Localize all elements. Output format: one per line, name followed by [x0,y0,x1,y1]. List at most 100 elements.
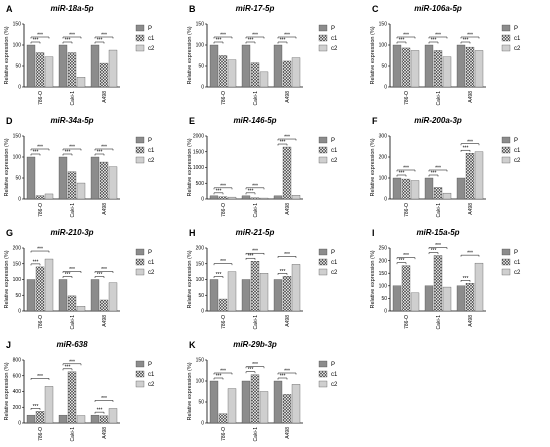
significance-label: *** [65,38,71,44]
significance-bracket [62,363,82,366]
significance-label: *** [467,251,473,257]
bar-p-caki-1 [241,380,251,424]
bar-c2-786-o [410,180,420,200]
significance-label: *** [69,145,75,151]
x-tick-label: A498 [468,91,474,103]
bar-c1-786-o [35,195,45,200]
legend-entry: P [148,362,152,368]
legend-entry: P [514,250,518,256]
x-tick-label: Caki-1 [253,427,259,442]
y-tick-label: 150 [379,271,388,277]
significance-label: *** [403,33,409,39]
bar-c1-caki-1 [67,171,77,200]
significance-label: *** [33,259,39,265]
bar-c1-786-o [35,52,45,88]
bar-c2-caki-1 [442,192,452,200]
legend-entry: P [148,26,152,32]
significance-bracket [460,41,471,44]
panel-title: miR-21-5p [236,228,275,237]
significance-label: *** [435,33,441,39]
bar-p-786-o [26,156,36,200]
significance-label: *** [431,171,437,177]
significance-bracket [277,36,297,39]
significance-bracket [94,153,105,156]
bar-c1-786-o [218,298,228,312]
significance-bracket [245,41,256,44]
x-tick-label: 786-O [38,427,44,441]
bar-c1-a498 [282,60,292,88]
bar-c2-786-o [44,386,54,424]
significance-label: *** [467,33,473,39]
panel-title: miR-638 [56,340,88,349]
bar-c1-786-o [218,413,228,424]
bar-p-786-o [209,380,219,424]
legend-entry: c1 [514,148,521,154]
significance-label: *** [284,33,290,39]
significance-bracket [396,262,407,265]
bar-p-a498 [90,414,100,424]
legend-swatch-c1 [135,258,145,266]
bar-c2-786-o [227,271,237,312]
legend-swatch-c2 [501,268,511,276]
y-tick-label: 0 [384,309,387,315]
y-tick-label: 100 [13,43,22,49]
significance-label: *** [101,267,107,273]
bar-c2-caki-1 [259,273,269,312]
significance-label: *** [101,145,107,151]
significance-label: *** [463,276,469,282]
y-tick-label: 200 [196,246,205,252]
significance-label: *** [252,33,258,39]
y-tick-label: 100 [379,284,388,290]
significance-bracket [30,148,50,151]
y-axis-label: Relative expression (%) [370,138,376,196]
y-tick-label: 150 [196,261,205,267]
legend-swatch-c1 [501,34,511,42]
bar-c2-a498 [108,166,118,200]
panel-title: miR-18a-5p [50,4,93,13]
bar-c1-caki-1 [250,261,260,312]
x-tick-label: Caki-1 [436,203,442,218]
bar-c1-786-o [401,265,411,312]
significance-label: *** [220,369,226,375]
legend-entry: P [331,26,335,32]
bar-c1-a498 [465,283,475,312]
legend-entry: c1 [148,36,155,42]
legend-swatch-p [135,360,145,368]
legend-entry: c1 [148,372,155,378]
significance-label: *** [69,267,75,273]
significance-bracket [428,252,439,255]
y-axis-label: Relative expression (%) [4,138,10,196]
bar-c2-a498 [291,195,301,200]
y-tick-label: 2000 [193,134,204,140]
y-tick-label: 0 [384,197,387,203]
panel-letter: F [372,116,378,126]
significance-bracket [396,41,407,44]
y-tick-label: 0 [18,85,21,91]
legend-entry: c2 [331,270,338,276]
significance-bracket [94,41,105,44]
significance-label: *** [220,259,226,265]
y-tick-label: 0 [201,197,204,203]
bar-c2-caki-1 [259,197,269,200]
significance-bracket [62,153,73,156]
legend-swatch-p [135,24,145,32]
significance-label: *** [252,183,258,189]
y-tick-label: 600 [13,373,22,379]
legend-entry: c2 [148,270,155,276]
significance-label: *** [216,38,222,44]
significance-bracket [428,174,439,177]
bar-c2-caki-1 [76,306,86,312]
y-axis-label: Relative expression (%) [4,250,10,308]
significance-label: *** [216,272,222,278]
legend-entry: c2 [514,270,521,276]
bar-p-786-o [26,279,36,312]
significance-label: *** [65,150,71,156]
legend-swatch-c1 [318,370,328,378]
bar-c2-a498 [108,282,118,312]
x-tick-label: A498 [102,427,108,439]
y-tick-label: 150 [196,358,205,364]
y-tick-label: 0 [18,309,21,315]
